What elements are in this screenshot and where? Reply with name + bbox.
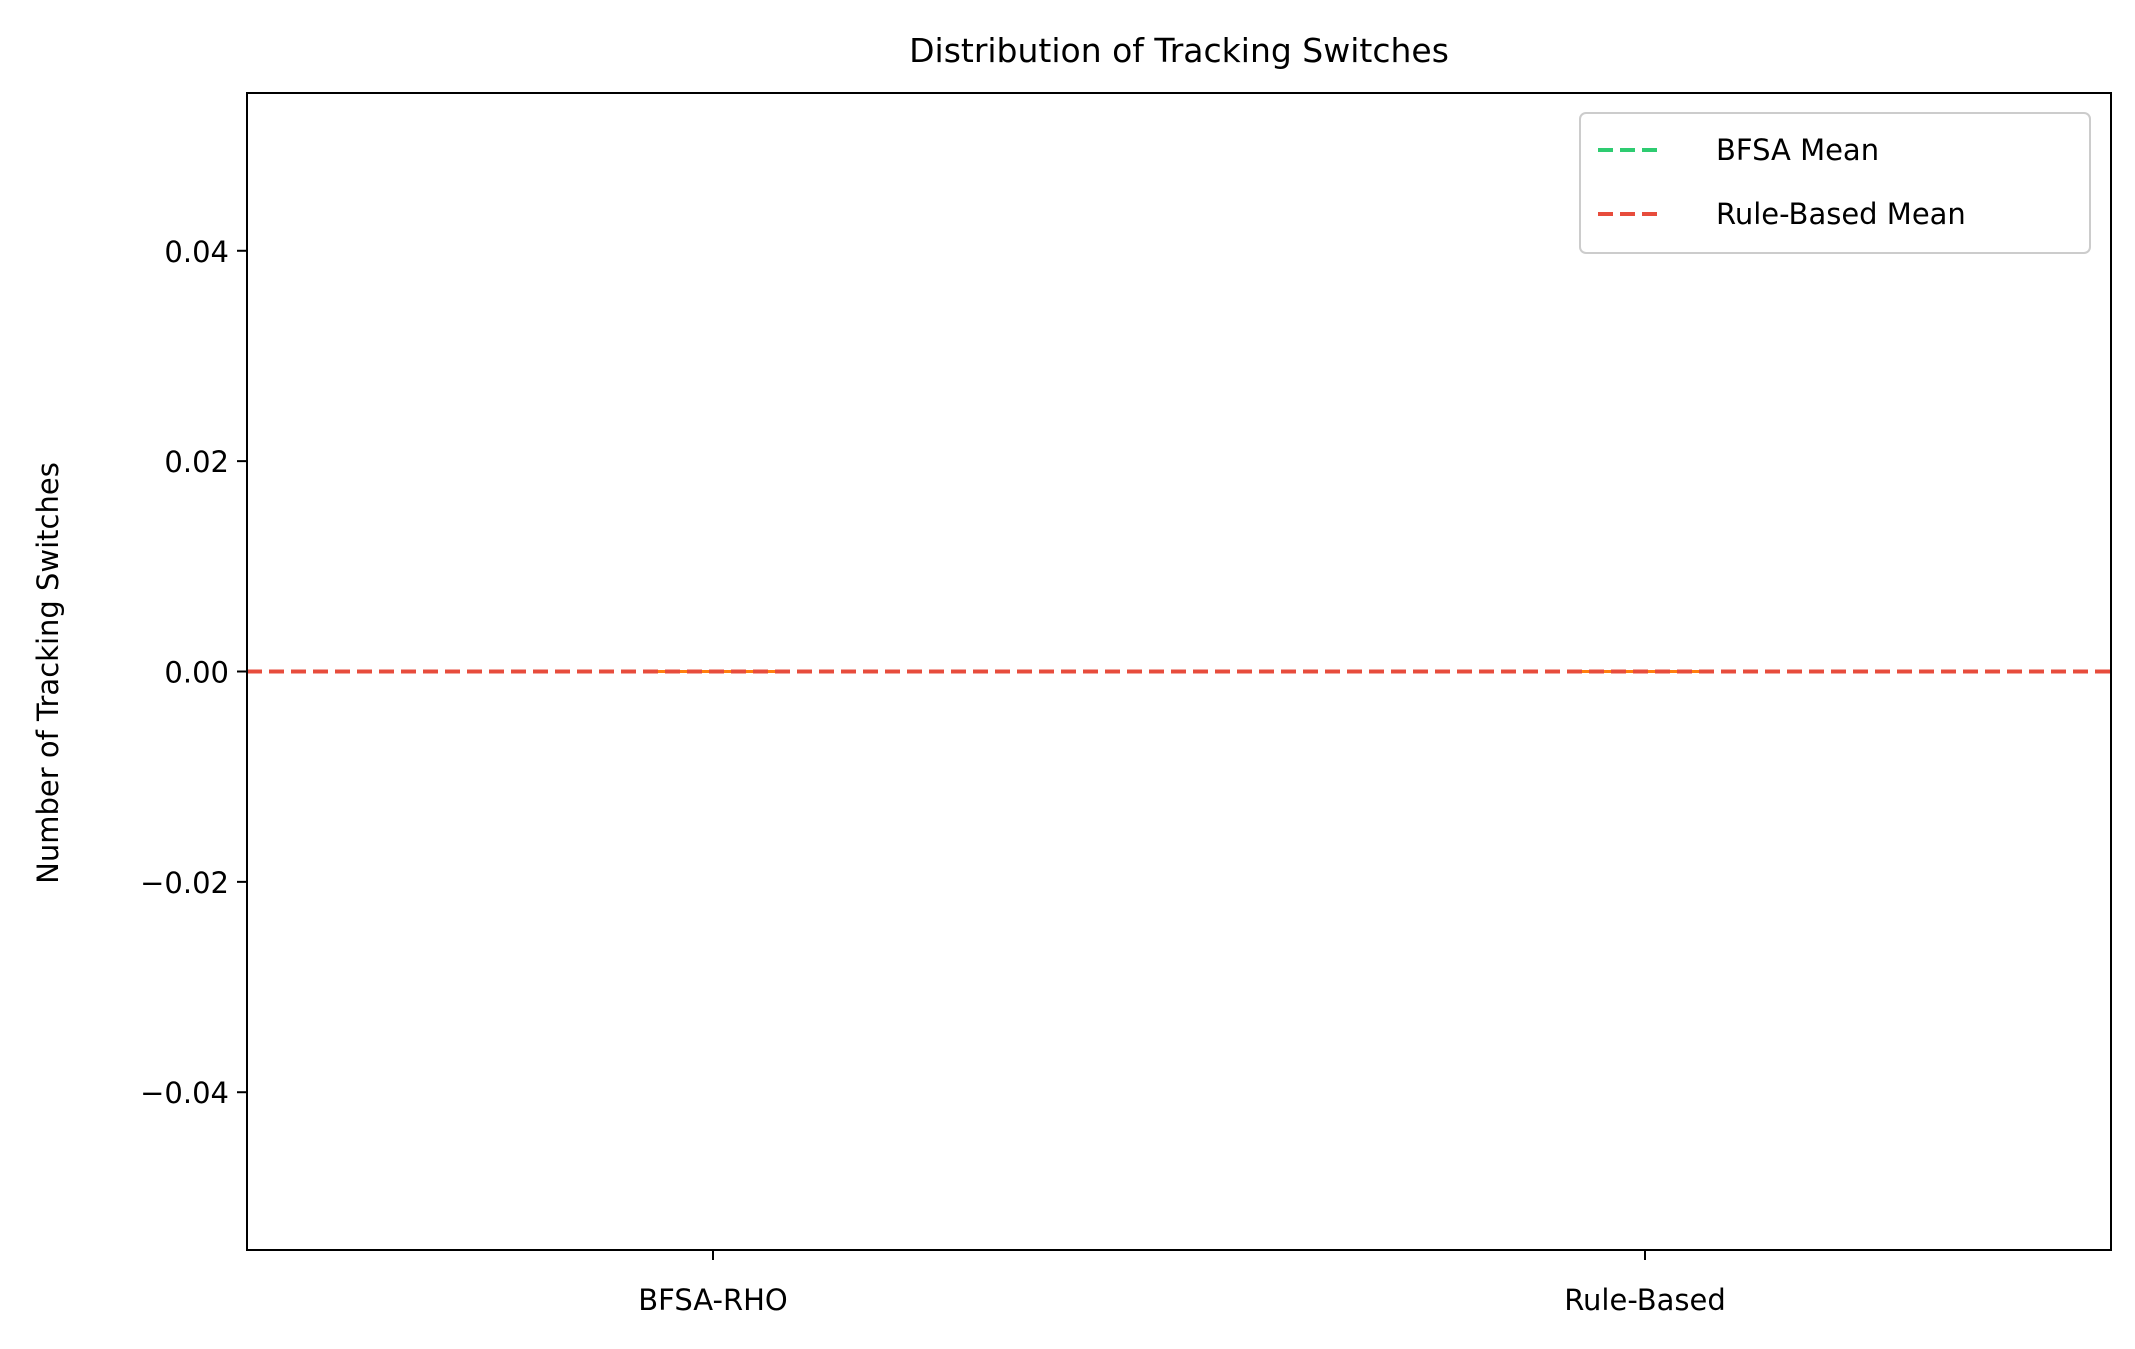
y-axis-label: Number of Tracking Switches bbox=[31, 462, 65, 884]
x-tick-label: BFSA-RHO bbox=[638, 1283, 787, 1317]
plot-frame bbox=[246, 92, 2112, 1251]
legend-box bbox=[1579, 112, 2091, 254]
y-tick-label: 0.02 bbox=[164, 445, 229, 479]
chart-title: Distribution of Tracking Switches bbox=[909, 31, 1449, 70]
y-tick-label: 0.04 bbox=[164, 235, 229, 269]
legend: BFSA Mean Rule-Based Mean bbox=[1579, 112, 2091, 254]
y-tick-label: −0.04 bbox=[140, 1076, 229, 1110]
plot-area: −0.04 −0.02 0.00 0.02 0.04 BFSA-RHO Rule-Based bbox=[140, 235, 2111, 1317]
x-tick-label: Rule-Based bbox=[1564, 1283, 1726, 1317]
y-tick-label: 0.00 bbox=[164, 656, 229, 690]
legend-label: BFSA Mean bbox=[1716, 133, 1879, 167]
legend-label: Rule-Based Mean bbox=[1716, 197, 1966, 231]
y-tick-label: −0.02 bbox=[140, 866, 229, 900]
